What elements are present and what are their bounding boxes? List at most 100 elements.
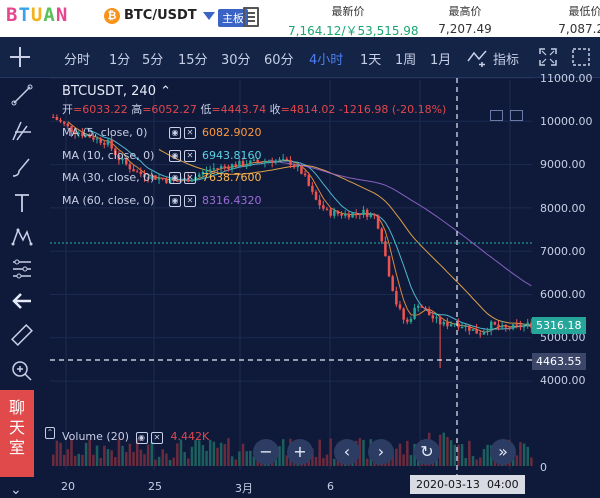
- text-tool-icon[interactable]: [9, 190, 35, 216]
- y-axis-label: 9000.00: [540, 158, 586, 171]
- eye-icon[interactable]: ◉: [169, 127, 181, 139]
- snapshot-icon[interactable]: [572, 48, 590, 66]
- volume-bar: [242, 444, 245, 466]
- zoom-out-button[interactable]: −: [253, 439, 279, 465]
- eye-icon[interactable]: ◉: [169, 172, 181, 184]
- close-icon[interactable]: ✕: [184, 150, 196, 162]
- crosshair-time: 04:00: [487, 478, 519, 491]
- candle-body: [286, 159, 289, 160]
- prediction-tool-icon[interactable]: [9, 256, 35, 282]
- eye-icon[interactable]: ◉: [136, 432, 148, 444]
- volume-bar: [96, 446, 99, 466]
- candle-body: [318, 200, 321, 206]
- scroll-to-end-button[interactable]: »: [490, 439, 516, 465]
- brush-icon[interactable]: [9, 154, 35, 180]
- timeframe-tab[interactable]: 5分: [142, 49, 163, 68]
- top-header: BTUAN ₿ BTC/USDT 主板 最新价 7,164.12/￥53,515…: [0, 0, 600, 37]
- timeframe-tab[interactable]: 15分: [178, 49, 208, 68]
- scroll-right-button[interactable]: ›: [368, 439, 394, 465]
- close-icon[interactable]: ✕: [184, 172, 196, 184]
- pair-name[interactable]: BTC/USDT: [124, 8, 197, 23]
- crosshair-add-icon[interactable]: [8, 45, 32, 69]
- close-icon[interactable]: ✕: [184, 127, 196, 139]
- ma-label: MA (5, close, 0): [62, 126, 147, 139]
- document-icon[interactable]: [243, 7, 259, 27]
- candle-body: [494, 322, 497, 325]
- candle-body: [464, 326, 467, 327]
- candle-body: [359, 214, 362, 215]
- fib-tool-icon[interactable]: [9, 118, 35, 144]
- candle-body: [443, 322, 446, 324]
- legend-settings-icon[interactable]: [510, 110, 523, 121]
- candle-body: [154, 175, 157, 179]
- timeframe-tab[interactable]: 60分: [264, 49, 294, 68]
- timeframe-tab-active[interactable]: 4小时: [309, 49, 343, 68]
- candle-body: [366, 210, 369, 217]
- site-logo[interactable]: BTUAN: [6, 4, 68, 26]
- volume-bar: [121, 446, 124, 466]
- candle-body: [275, 160, 278, 162]
- volume-bar: [446, 437, 449, 466]
- fullscreen-icon[interactable]: [539, 48, 557, 66]
- candle-body: [344, 214, 347, 216]
- open-value: =6033.22: [73, 103, 128, 116]
- timeframe-tab[interactable]: 1天: [360, 49, 381, 68]
- candle-body: [402, 309, 405, 320]
- zoom-in-button[interactable]: +: [287, 439, 313, 465]
- close-icon[interactable]: ✕: [151, 432, 163, 444]
- indicator-button[interactable]: 指标: [493, 49, 519, 68]
- volume-bar: [326, 455, 329, 466]
- open-label: 开: [62, 103, 73, 116]
- ruler-icon[interactable]: [9, 322, 35, 348]
- collapse-chevron-icon[interactable]: ⌃: [160, 84, 171, 99]
- candle-body: [512, 324, 515, 329]
- volume-bar: [59, 443, 62, 466]
- chat-room-button[interactable]: 聊天室: [0, 390, 34, 477]
- pattern-tool-icon[interactable]: [9, 224, 35, 250]
- back-arrow-icon[interactable]: [9, 288, 35, 314]
- candle-body: [454, 323, 457, 324]
- collapse-pane-icon[interactable]: ⌃: [45, 427, 55, 439]
- chevron-down-icon[interactable]: ⌄: [10, 482, 22, 498]
- candle-body: [220, 166, 223, 168]
- volume-bar: [78, 454, 81, 466]
- eye-icon[interactable]: ◉: [169, 195, 181, 207]
- close-icon[interactable]: ✕: [184, 195, 196, 207]
- candle-body: [370, 214, 373, 217]
- volume-bar: [318, 440, 321, 466]
- candle-body: [99, 138, 102, 143]
- zoom-in-icon[interactable]: [9, 358, 35, 384]
- volume-bar: [110, 450, 113, 466]
- volume-bar: [92, 455, 95, 466]
- legend-collapse-icon[interactable]: [490, 110, 503, 121]
- candle-body: [439, 317, 442, 324]
- timeframe-tab[interactable]: 分时: [64, 49, 90, 68]
- volume-bar: [530, 457, 533, 466]
- scroll-left-button[interactable]: ‹: [334, 439, 360, 465]
- volume-bar: [410, 455, 413, 466]
- volume-bar: [443, 433, 446, 466]
- volume-bar: [472, 456, 475, 466]
- volume-bar: [209, 440, 212, 466]
- volume-bar: [154, 460, 157, 466]
- stat-label: 最低价: [569, 5, 600, 18]
- candle-body: [271, 161, 274, 162]
- pair-dropdown-icon[interactable]: [203, 12, 215, 20]
- indicator-icon[interactable]: [466, 49, 490, 67]
- volume-bar: [220, 443, 223, 466]
- timeframe-tab[interactable]: 1周: [395, 49, 416, 68]
- y-axis-label: 4000.00: [540, 374, 586, 387]
- chart-symbol-title: BTCUSDT, 240 ⌃: [62, 84, 171, 99]
- timeframe-tab[interactable]: 1月: [430, 49, 451, 68]
- ma-value: 6082.9020: [202, 126, 262, 139]
- candle-body: [381, 229, 384, 242]
- reset-chart-button[interactable]: ↻: [414, 439, 440, 465]
- candle-body: [486, 331, 489, 332]
- volume-bar: [52, 455, 55, 466]
- candle-body: [227, 167, 230, 169]
- timeframe-tab[interactable]: 1分: [109, 49, 130, 68]
- volume-bar: [402, 454, 405, 466]
- timeframe-tab[interactable]: 30分: [221, 49, 251, 68]
- trend-line-icon[interactable]: [9, 82, 35, 108]
- eye-icon[interactable]: ◉: [169, 150, 181, 162]
